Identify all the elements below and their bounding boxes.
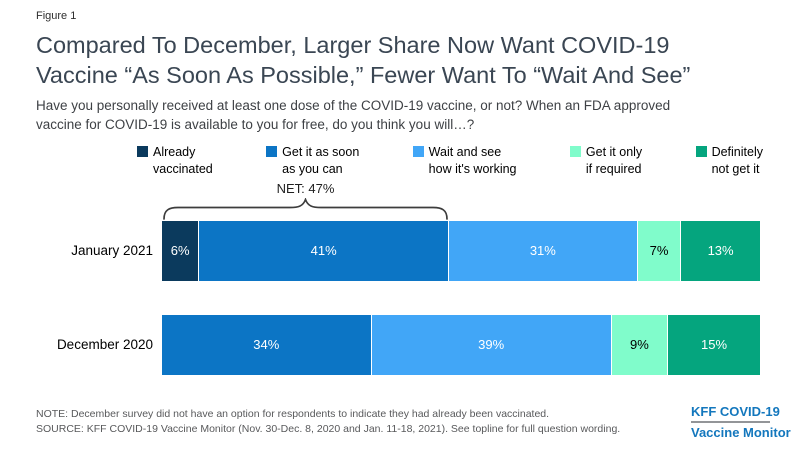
title-line-2: Vaccine “As Soon As Possible,” Fewer Wan…	[36, 61, 691, 88]
stacked-bar-chart: January 2021 6% 41% 31% 7% 13% December 2020 34…	[36, 220, 761, 375]
legend-item-label: Already vaccinated	[153, 145, 213, 176]
net-annotation: NET: 47%	[36, 181, 760, 221]
chart-row-0: January 2021 6% 41% 31% 7% 13%	[36, 220, 760, 281]
legend-swatch-icon	[695, 146, 707, 158]
legend-item-4: Definitely not get it	[695, 144, 763, 177]
figure-label: Figure 1	[36, 10, 77, 22]
legend-swatch-icon	[137, 146, 148, 158]
legend-item-3: Get it only if required	[569, 144, 643, 177]
logo-line-1: KFF COVID-19	[691, 404, 780, 419]
logo-divider	[691, 421, 770, 423]
stacked-bar: 6% 41% 31% 7% 13%	[162, 220, 760, 281]
net-annotation-label: NET: 47%	[276, 180, 335, 196]
bar-segment: 34%	[162, 314, 372, 375]
legend-item-label: Wait and see how it's working	[428, 145, 517, 176]
title-line-1: Compared To December, Larger Share Now W…	[36, 32, 670, 58]
footer: NOTE: December survey did not have an op…	[36, 407, 760, 437]
legend-item-label: Definitely not get it	[711, 145, 763, 176]
chart-row-1: December 2020 34% 39% 9% 15%	[36, 314, 761, 375]
stacked-bar: 34% 39% 9% 15%	[162, 314, 761, 375]
footer-source: SOURCE: KFF COVID-19 Vaccine Monitor (No…	[36, 422, 621, 435]
legend-item-0: Already vaccinated	[137, 144, 213, 177]
bar-segment: 9%	[611, 314, 668, 375]
legend-swatch-icon	[569, 146, 581, 158]
net-brace-icon	[162, 196, 449, 226]
bar-segment: 39%	[371, 314, 612, 375]
legend-swatch-icon	[412, 146, 424, 158]
legend-item-label: Get it only if required	[585, 145, 643, 176]
bar-segment: 13%	[681, 220, 760, 281]
chart-legend: Already vaccinated Get it as soon as you …	[137, 144, 763, 177]
page-title: Compared To December, Larger Share Now W…	[36, 31, 760, 90]
legend-swatch-icon	[266, 146, 278, 158]
row-label: December 2020	[56, 337, 153, 353]
kff-vaccine-monitor-logo: KFF COVID-19 Vaccine Monitor	[691, 404, 791, 440]
figure-page: Figure 1 Compared To December, Larger Sh…	[36, 10, 763, 375]
footer-note: NOTE: December survey did not have an op…	[36, 407, 550, 420]
legend-item-label: Get it as soon as you can	[282, 145, 360, 176]
subtitle-line-2: vaccine for COVID-19 is available to you…	[36, 116, 475, 132]
legend-item-2: Wait and see how it's working	[412, 144, 517, 177]
legend-item-1: Get it as soon as you can	[266, 144, 359, 177]
bar-segment: 6%	[162, 220, 200, 281]
bar-segment: 31%	[448, 220, 638, 281]
survey-question: Have you personally received at least on…	[36, 97, 760, 134]
subtitle-line-1: Have you personally received at least on…	[36, 98, 671, 114]
row-label: January 2021	[71, 243, 153, 259]
bar-segment: 7%	[637, 220, 682, 281]
bar-segment: 15%	[668, 314, 761, 375]
logo-line-2: Vaccine Monitor	[691, 425, 791, 440]
bar-segment: 41%	[199, 220, 449, 281]
